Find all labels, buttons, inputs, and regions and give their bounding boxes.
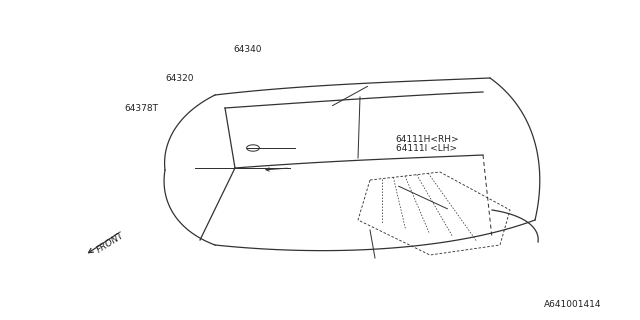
Text: 64340: 64340 (234, 45, 262, 54)
Text: 64111H<RH>: 64111H<RH> (396, 135, 459, 144)
Text: 64320: 64320 (165, 74, 194, 83)
Text: 64111I <LH>: 64111I <LH> (396, 144, 457, 153)
Text: 64378T: 64378T (125, 104, 159, 113)
Text: A641001414: A641001414 (544, 300, 602, 309)
Text: FRONT: FRONT (95, 231, 125, 255)
